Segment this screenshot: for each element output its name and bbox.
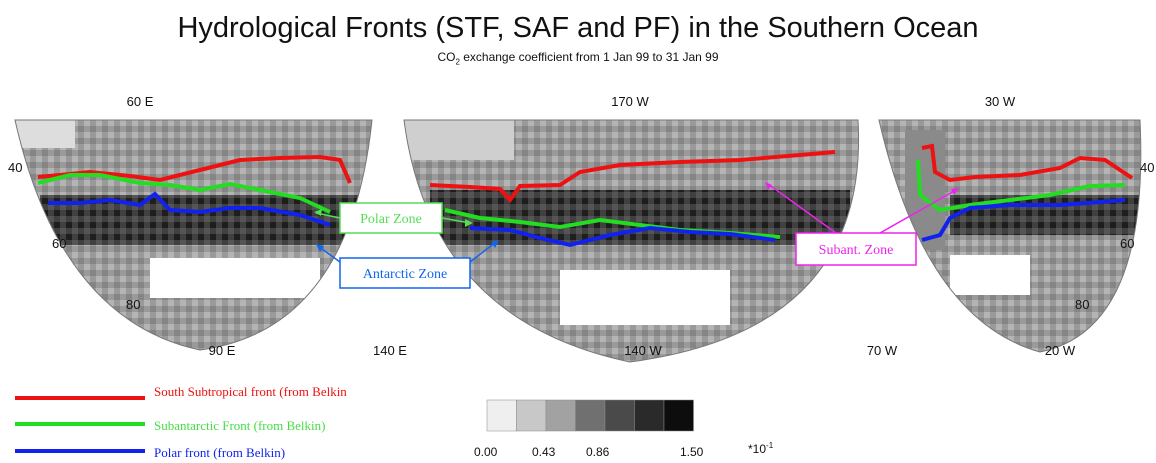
colorbar [486, 399, 694, 432]
pf-line-center [469, 225, 776, 248]
lat-label-west-80: 80 [126, 297, 140, 312]
colorbar-tick-3: 1.50 [680, 445, 704, 459]
lat-label-east-80: 80 [1075, 297, 1089, 312]
svg-text:Polar Zone: Polar Zone [360, 212, 422, 227]
lat-label-west-60: 60 [52, 236, 66, 251]
pf-line-east [921, 198, 1126, 242]
lon-label-bottom-1: 90 E [209, 343, 236, 358]
lon-label-top-2: 170 W [611, 94, 649, 109]
lon-label-bottom-5: 20 W [1045, 343, 1076, 358]
map-title: Hydrological Fronts (STF, SAF and PF) in… [177, 12, 979, 44]
colorbar-swatch-4 [604, 399, 635, 432]
colorbar-swatch-0 [486, 399, 517, 432]
svg-text:Antarctic Zone: Antarctic Zone [363, 267, 447, 282]
lon-label-top-1: 60 E [127, 94, 154, 109]
lon-label-bottom-4: 70 W [867, 343, 898, 358]
stf-line-east [921, 143, 1134, 183]
map-panel-center [404, 120, 859, 362]
antarctic-zone-annotation: Antarctic Zone [316, 240, 499, 289]
colorbar-swatch-3 [575, 399, 606, 432]
lat-label-east-40: 40 [1140, 160, 1154, 175]
lon-label-top-3: 30 W [985, 94, 1016, 109]
legend-label-stf: South Subtropical front (from Belkin [154, 384, 347, 399]
colorbar-tick-2: 0.86 [586, 445, 610, 459]
lon-label-bottom-2: 140 E [373, 343, 407, 358]
colorbar-swatch-1 [516, 399, 547, 432]
saf-line-west [37, 173, 331, 214]
colorbar-tick-0: 0.00 [474, 445, 498, 459]
colorbar-scale: *10-1 [748, 441, 774, 456]
legend-label-saf: Subantarctic Front (from Belkin) [154, 418, 326, 433]
colorbar-swatch-6 [663, 399, 694, 432]
colorbar-tick-1: 0.43 [532, 445, 556, 459]
colorbar-swatch-2 [545, 399, 576, 432]
lat-label-east-60: 60 [1120, 236, 1134, 251]
subant-zone-annotation: Subant. Zone [765, 182, 959, 266]
stf-line-center [429, 150, 836, 204]
lat-label-west-40: 40 [8, 160, 22, 175]
saf-line-east [916, 159, 1126, 213]
svg-text:Subant. Zone: Subant. Zone [819, 243, 894, 258]
polar-zone-annotation: Polar Zone [314, 202, 473, 234]
pf-line-west [48, 191, 331, 227]
legend-label-pf: Polar front (from Belkin) [154, 445, 286, 460]
colorbar-swatch-5 [634, 399, 665, 432]
lon-label-bottom-3: 140 W [624, 343, 662, 358]
map-subtitle: CO2 exchange coefficient from 1 Jan 99 t… [437, 50, 719, 67]
